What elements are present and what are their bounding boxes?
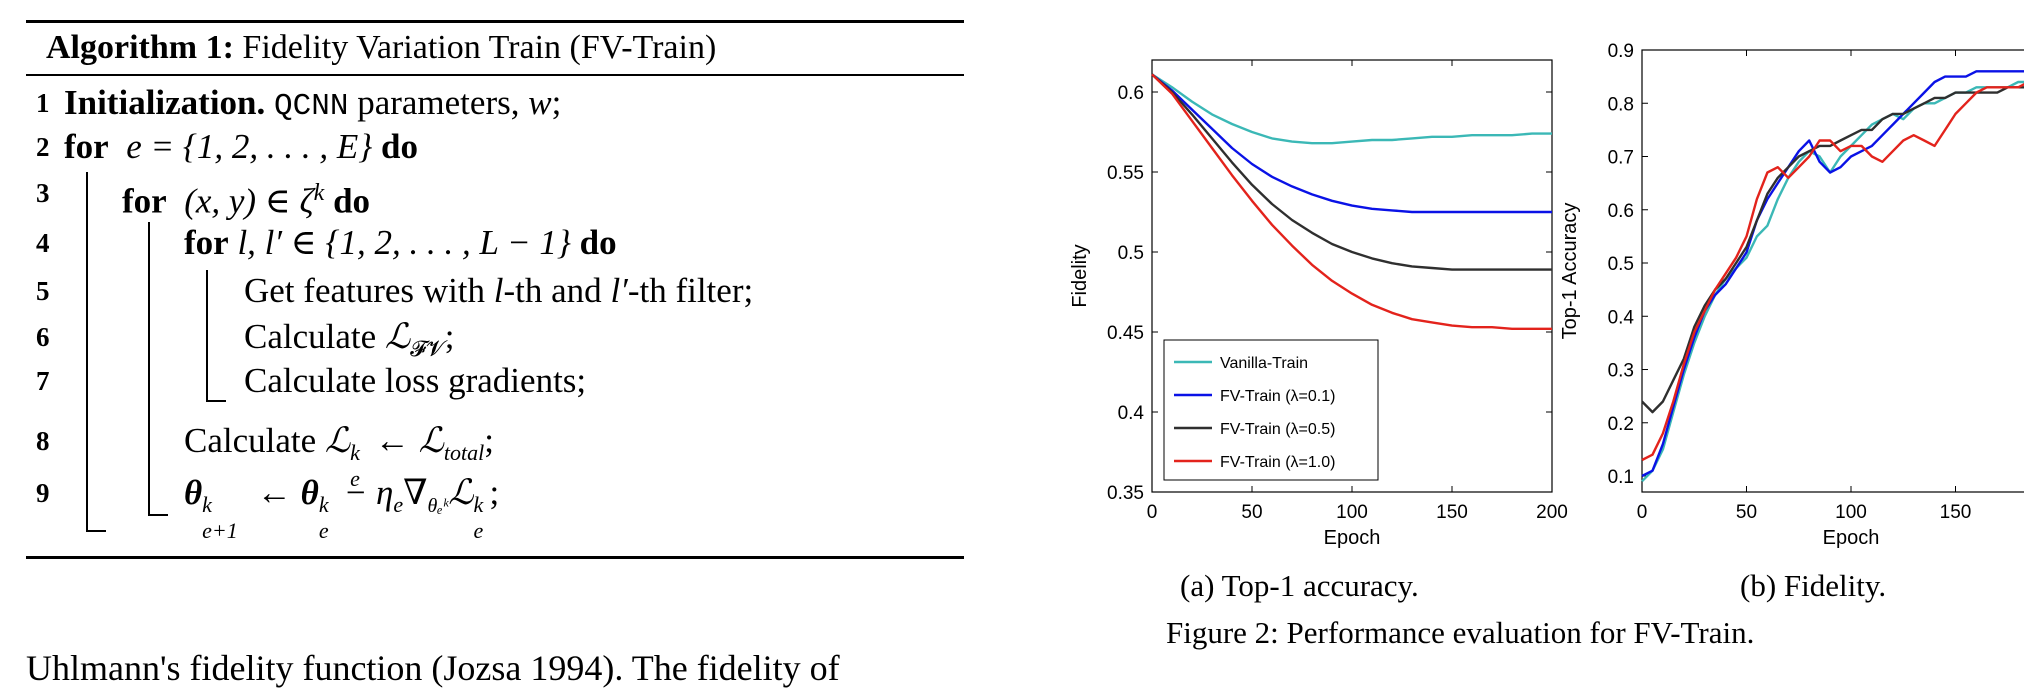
- y-tick-label: 0.4: [1118, 403, 1145, 424]
- block-bar-inner: [206, 270, 208, 402]
- series-line: [1641, 83, 2024, 462]
- series-line: [1151, 73, 1552, 214]
- line-number: 8: [36, 426, 50, 456]
- algo-top-rule: [26, 20, 964, 23]
- algo-line-3: for (x, y) ∈ ζk do: [122, 180, 371, 221]
- x-tick-label: 100: [1336, 502, 1368, 523]
- x-tick-label: 0: [1637, 502, 1648, 523]
- legend-box: [1163, 339, 1379, 481]
- algo-line-6: Calculate ℒ𝓕𝓥;: [244, 317, 455, 361]
- line-number: 6: [36, 322, 50, 352]
- y-tick-label: 0.8: [1608, 94, 1634, 115]
- algo-line-7: Calculate loss gradients;: [244, 361, 587, 400]
- y-axis-label: Top-1 Accuracy: [1560, 203, 1581, 340]
- y-tick-label: 0.1: [1608, 467, 1634, 488]
- y-tick-label: 0.7: [1608, 148, 1634, 169]
- x-tick-label: 200: [1536, 502, 1568, 523]
- line-number: 5: [36, 276, 50, 306]
- line-number: 3: [36, 178, 50, 208]
- block-bar-outer-end: [86, 530, 106, 532]
- algo-line-4: for l, l′ ∈ {1, 2, . . . , L − 1} do: [184, 223, 617, 262]
- line-number: 7: [36, 366, 50, 396]
- legend-entry: FV-Train (λ=0.1): [1220, 388, 1335, 405]
- y-tick-label: 0.5: [1118, 243, 1144, 264]
- x-axis-label: Epoch: [1324, 527, 1381, 549]
- line-number: 9: [36, 478, 50, 508]
- x-tick-label: 100: [1835, 502, 1867, 523]
- x-tick-label: 0: [1147, 502, 1158, 523]
- subcaption-a: (a) Top-1 accuracy.: [1180, 568, 1419, 603]
- series-line: [1151, 73, 1552, 330]
- algo-mid-rule: [26, 74, 964, 76]
- y-tick-label: 0.4: [1608, 307, 1635, 328]
- series-line: [1151, 73, 1552, 271]
- x-tick-label: 150: [1940, 502, 1972, 523]
- y-tick-label: 0.9: [1608, 41, 1634, 62]
- y-tick-label: 0.35: [1107, 483, 1144, 504]
- block-bar-middle-end: [148, 514, 168, 516]
- x-axis-label: Epoch: [1823, 527, 1880, 549]
- y-tick-label: 0.2: [1608, 414, 1634, 435]
- y-tick-label: 0.6: [1118, 83, 1144, 104]
- x-tick-label: 50: [1736, 502, 1757, 523]
- block-bar-outer: [86, 172, 88, 532]
- paragraph-fragment: Uhlmann's fidelity function (Jozsa 1994)…: [26, 648, 840, 688]
- y-tick-label: 0.45: [1107, 323, 1144, 344]
- y-tick-label: 0.55: [1107, 163, 1144, 184]
- subcaption-b: (b) Fidelity.: [1740, 568, 1887, 603]
- y-tick-label: 0.3: [1608, 361, 1634, 382]
- line-number: 2: [36, 132, 50, 162]
- algo-bottom-rule: [26, 556, 964, 559]
- y-axis-label: Fidelity: [1069, 244, 1091, 307]
- block-bar-inner-end: [206, 400, 226, 402]
- top1-accuracy-chart: 0501001502000.10.20.30.40.50.60.70.80.9E…: [1560, 41, 2024, 549]
- legend-entry: FV-Train (λ=0.5): [1220, 421, 1335, 438]
- series-line: [1641, 70, 2024, 478]
- line-number: 1: [36, 88, 50, 118]
- algo-line-1: Initialization. QCNN parameters, w;: [64, 83, 562, 124]
- algo-line-5: Get features with l-th and l′-th filter;: [244, 271, 754, 310]
- algo-line-2: for e = {1, 2, . . . , E} do: [64, 127, 418, 166]
- series-line: [1151, 73, 1552, 145]
- plot-frame: [1641, 49, 2024, 493]
- algorithm-title: Algorithm 1: Fidelity Variation Train (F…: [46, 29, 717, 66]
- x-tick-label: 50: [1241, 502, 1262, 523]
- line-number: 4: [36, 228, 50, 258]
- block-bar-middle: [148, 222, 150, 516]
- y-tick-label: 0.6: [1608, 201, 1634, 222]
- figure-caption: Figure 2: Performance evaluation for FV-…: [1166, 615, 1755, 650]
- legend-entry: FV-Train (λ=1.0): [1220, 454, 1335, 471]
- legend-entry: Vanilla-Train: [1220, 355, 1308, 372]
- fidelity-chart: 0 50 100 150 200 0.35 0.4 0.45 0.5 0.55 0.6 Epoch Fi…: [1069, 59, 1568, 549]
- y-tick-label: 0.5: [1608, 254, 1634, 275]
- x-tick-label: 150: [1436, 502, 1468, 523]
